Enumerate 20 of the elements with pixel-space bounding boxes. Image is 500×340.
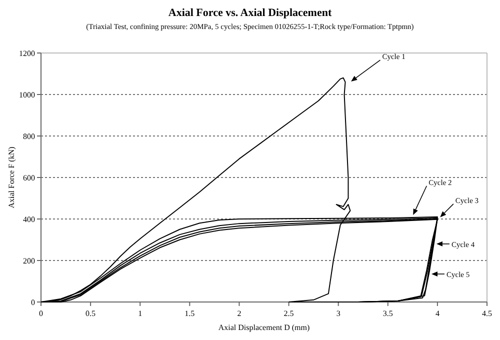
x-tick-label: 0 (39, 309, 43, 318)
y-tick-label: 1000 (19, 90, 35, 100)
x-tick-label: 3.5 (382, 309, 393, 318)
x-tick-label: 0.5 (86, 309, 96, 318)
x-tick-label: 3 (336, 309, 340, 318)
x-tick-label: 2 (237, 309, 242, 318)
y-tick-label: 0 (31, 298, 35, 307)
x-tick-label: 2.5 (284, 309, 294, 318)
chart-title: Axial Force vs. Axial Displacement (168, 7, 332, 19)
y-tick-label: 400 (23, 215, 35, 224)
y-tick-label: 800 (23, 132, 35, 141)
y-tick-label: 600 (23, 174, 35, 182)
x-axis-title: Axial Displacement D (mm) (218, 323, 310, 332)
x-tick-label: 4.5 (482, 309, 492, 318)
y-tick-label: 1200 (19, 49, 35, 58)
y-tick-label: 200 (23, 256, 35, 266)
x-tick-label: 4 (435, 309, 440, 318)
y-axis-title: Axial Force F (kN) (7, 146, 16, 208)
x-tick-label: 1.5 (184, 309, 195, 318)
x-tick-label: 1 (138, 309, 142, 318)
